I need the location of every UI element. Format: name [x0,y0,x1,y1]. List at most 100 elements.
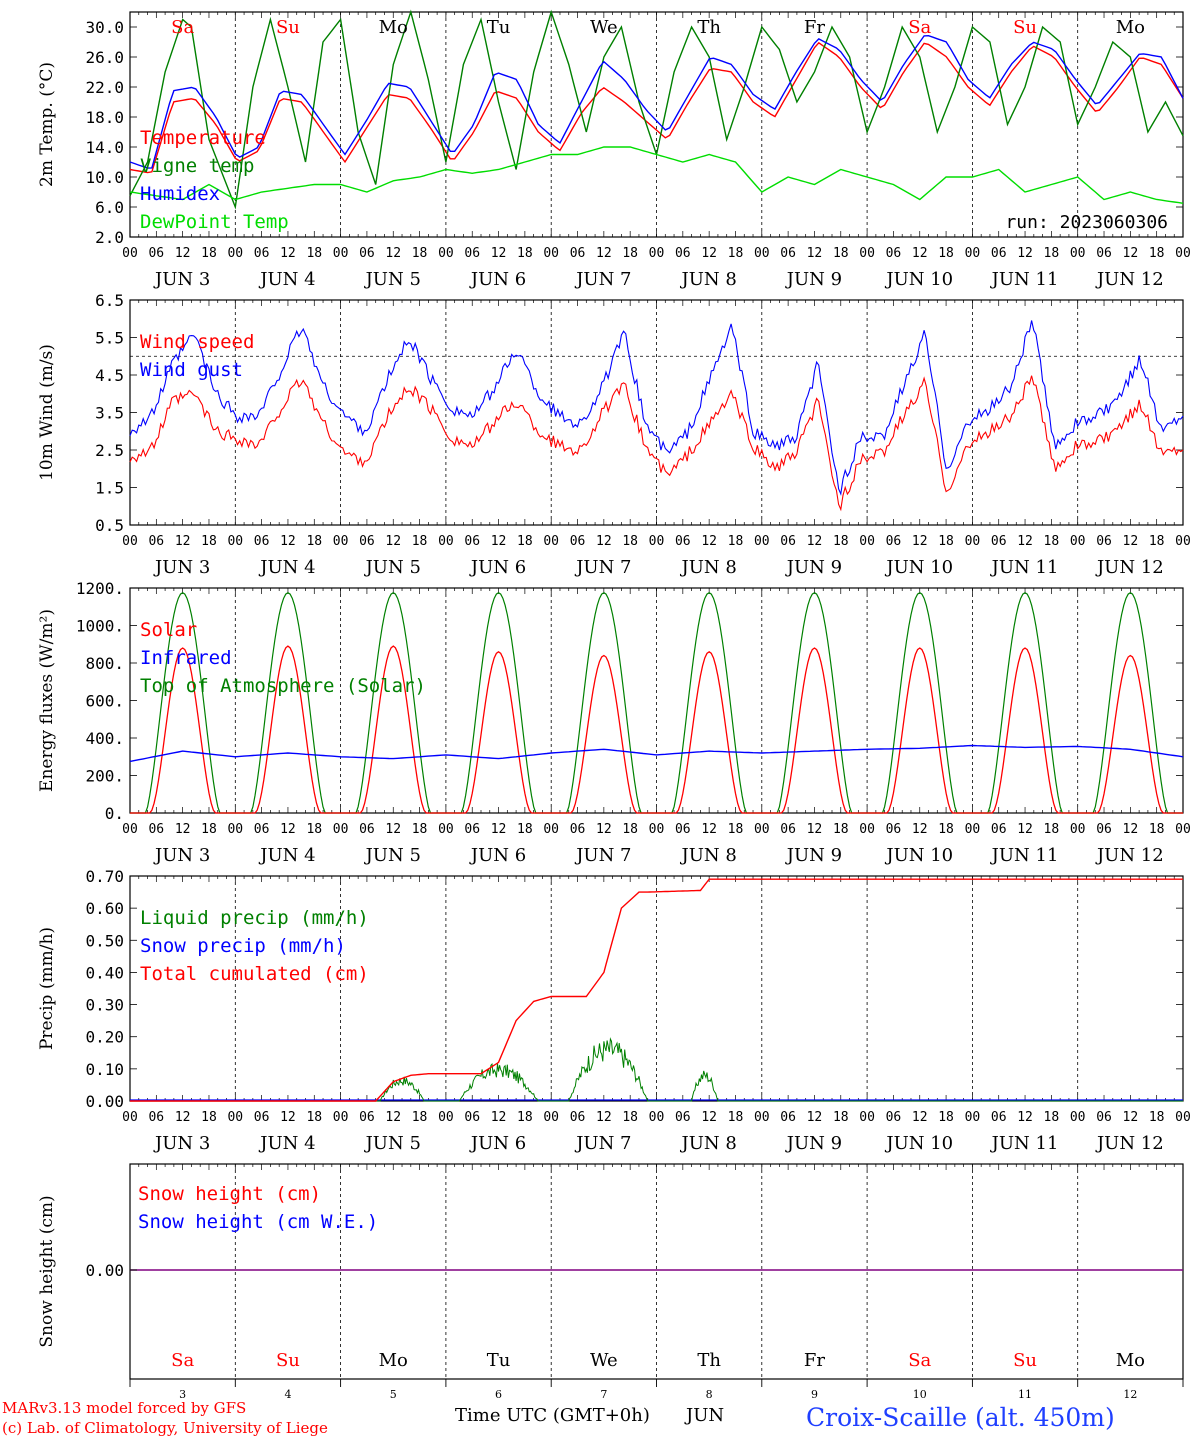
hour-tick-label: 18 [1044,1110,1060,1125]
weekday-label: Mo [379,1350,408,1371]
hour-tick-label: 00 [333,246,349,261]
hour-tick-label: 18 [201,1110,217,1125]
y-tick-label: 400. [85,729,124,748]
day-number-label: 6 [495,1388,502,1401]
hour-tick-label: 12 [385,822,401,837]
legend-entry: Vigne temp [140,155,254,177]
date-label: JUN 8 [679,269,736,290]
date-label: JUN 5 [364,1133,421,1154]
y-tick-label: 0.00 [85,1092,124,1111]
y-tick-label: 6.5 [95,291,124,310]
y-axis-label: Snow height (cm) [37,1195,57,1347]
date-label: JUN 3 [153,845,210,866]
hour-tick-label: 12 [280,822,296,837]
day-number-label: 9 [811,1388,818,1401]
hour-tick-label: 18 [833,822,849,837]
y-axis-label: Precip (mm/h) [37,927,57,1050]
date-label: JUN 4 [258,269,315,290]
hour-tick-label: 00 [1070,1110,1086,1125]
hour-tick-label: 12 [807,822,823,837]
day-number-label: 11 [1018,1388,1032,1401]
temp-series-line [129,41,1184,174]
hour-tick-label: 06 [1096,1110,1112,1125]
hour-tick-label: 06 [254,246,270,261]
hour-tick-label: 00 [649,246,665,261]
y-tick-label: 0.60 [85,899,124,918]
infrared-line [129,744,1184,763]
y-tick-label: 0.5 [95,516,124,535]
hour-tick-label: 00 [649,822,665,837]
hour-tick-label: 18 [833,534,849,549]
hour-tick-label: 00 [859,534,875,549]
hour-tick-label: 12 [1123,1110,1139,1125]
hour-tick-label: 12 [912,1110,928,1125]
legend-entry: DewPoint Temp [140,211,289,233]
legend-entry: Wind gust [140,359,243,381]
legend-entry: Snow height (cm) [138,1183,321,1205]
hour-tick-label: 06 [359,246,375,261]
date-label: JUN 10 [884,1133,953,1154]
day-number-label: 4 [284,1388,291,1401]
weekday-label: Mo [1116,1350,1145,1371]
date-label: JUN 3 [153,1133,210,1154]
hour-tick-label: 06 [991,246,1007,261]
date-label: JUN 11 [990,269,1059,290]
date-label: JUN 12 [1095,845,1164,866]
hour-tick-label: 12 [491,1110,507,1125]
hour-tick-label: 06 [464,1110,480,1125]
hour-tick-label: 06 [464,534,480,549]
hour-tick-label: 12 [1017,822,1033,837]
hour-tick-label: 18 [201,534,217,549]
hour-tick-label: 18 [412,246,428,261]
hour-tick-label: 12 [701,822,717,837]
y-tick-label: 0.50 [85,931,124,950]
hour-tick-label: 00 [965,534,981,549]
hour-tick-label: 18 [517,1110,533,1125]
hour-tick-label: 06 [886,246,902,261]
hour-tick-label: 18 [1044,246,1060,261]
weekday-label: Sa [171,17,194,38]
hour-tick-label: 00 [754,1110,770,1125]
legend-entry: Solar [140,619,197,641]
hour-tick-label: 12 [385,1110,401,1125]
hour-tick-label: 00 [543,246,559,261]
hour-tick-label: 00 [438,534,454,549]
hour-tick-label: 18 [201,822,217,837]
hour-tick-label: 00 [859,246,875,261]
legend-entry: Top of Atmosphere (Solar) [140,675,426,697]
hour-tick-label: 12 [807,246,823,261]
hour-tick-label: 18 [1149,534,1165,549]
date-label: JUN 3 [153,557,210,578]
hour-tick-label: 00 [859,1110,875,1125]
hour-tick-label: 12 [912,246,928,261]
hour-tick-label: 00 [965,822,981,837]
hour-tick-label: 06 [1096,246,1112,261]
hour-tick-label: 00 [122,534,138,549]
hour-tick-label: 06 [1096,534,1112,549]
hour-tick-label: 12 [491,534,507,549]
hour-tick-label: 00 [543,534,559,549]
hour-tick-label: 06 [675,534,691,549]
y-tick-label: 0.10 [85,1060,124,1079]
hour-tick-label: 00 [227,246,243,261]
y-tick-label: 0.00 [85,1261,124,1280]
hour-tick-label: 00 [1175,1110,1191,1125]
hour-tick-label: 00 [333,822,349,837]
wind-series-line [129,375,1184,512]
hour-tick-label: 12 [175,822,191,837]
hour-tick-label: 06 [675,246,691,261]
hour-tick-label: 12 [596,246,612,261]
weekday-label: Mo [1116,17,1145,38]
y-tick-label: 0.40 [85,963,124,982]
hour-tick-label: 18 [412,534,428,549]
hour-tick-label: 00 [227,822,243,837]
date-label: JUN 9 [785,1133,842,1154]
x-axis-month: JUN [686,1405,725,1426]
y-tick-label: 1.5 [95,479,124,498]
hour-tick-label: 12 [807,534,823,549]
hour-tick-label: 06 [148,534,164,549]
hour-tick-label: 00 [1175,246,1191,261]
solar-line [130,645,1183,814]
hour-tick-label: 00 [649,1110,665,1125]
